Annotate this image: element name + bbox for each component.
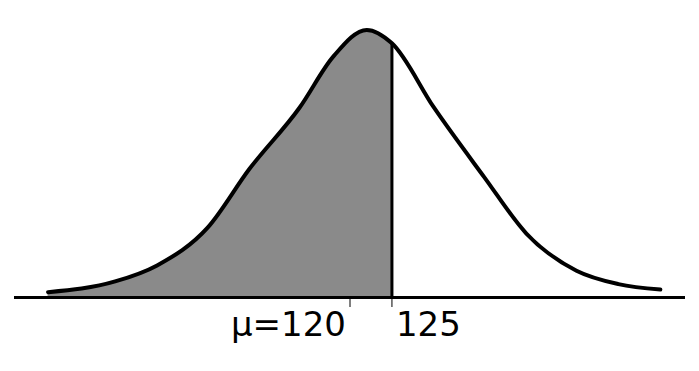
svg-text:125: 125 (396, 304, 461, 344)
svg-text:μ=120: μ=120 (231, 304, 346, 344)
